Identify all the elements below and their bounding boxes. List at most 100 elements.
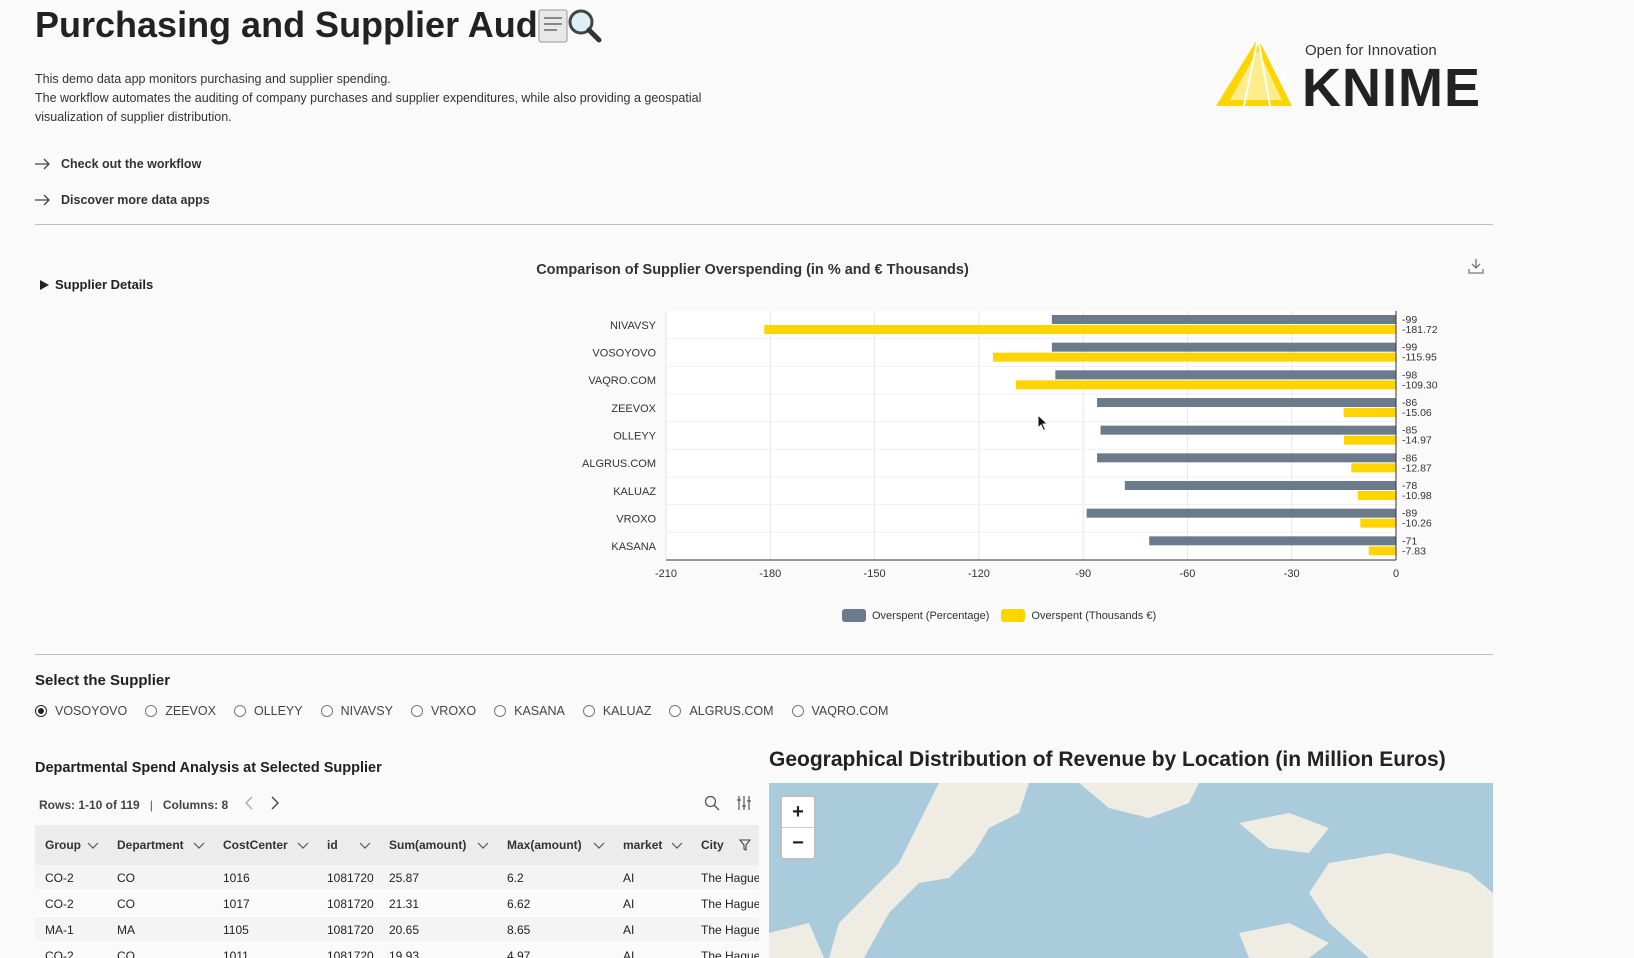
data-label: -99 (1402, 342, 1417, 354)
triangle-right-icon (40, 279, 49, 290)
knime-logo: Open for Innovation KNIME (1216, 37, 1481, 114)
table-cell: CO (117, 870, 135, 885)
chevron-down-icon[interactable] (87, 839, 99, 851)
revenue-map[interactable] (769, 783, 1493, 958)
column-header[interactable]: Sum(amount) (379, 838, 497, 852)
column-header[interactable]: City (691, 838, 759, 852)
workflow-link[interactable]: Check out the workflow (35, 157, 201, 171)
radio-circle (35, 705, 47, 717)
supplier-radio[interactable]: KASANA (494, 704, 565, 718)
bar-thousands (764, 325, 1396, 334)
y-tick-label: VROXO (616, 514, 656, 526)
radio-circle (145, 705, 158, 717)
data-label: -86 (1402, 397, 1417, 409)
x-tick-label: -90 (1075, 568, 1091, 580)
chevron-down-icon[interactable] (193, 839, 205, 851)
column-settings-icon[interactable] (736, 795, 752, 816)
column-header[interactable]: id (317, 838, 379, 852)
supplier-radio[interactable]: ZEEVOX (145, 704, 216, 718)
document-magnifier-icon (537, 6, 607, 49)
chevron-down-icon[interactable] (671, 839, 683, 851)
table-row[interactable]: CO-2 CO 1017 1081720 21.31 6.62 AI The Hague (35, 891, 759, 917)
table-cell: The Hague (701, 922, 759, 937)
zoom-in-button[interactable]: + (792, 800, 804, 823)
table-cell: AI (623, 896, 635, 911)
supplier-radio[interactable]: KALUAZ (582, 704, 651, 718)
y-tick-label: ALGRUS.COM (582, 458, 656, 470)
data-label: -10.26 (1402, 518, 1432, 530)
table-cell: CO (117, 896, 135, 911)
radio-label: ZEEVOX (165, 704, 216, 718)
radio-circle (410, 705, 423, 717)
legend-label-thousands: Overspent (Thousands €) (1031, 609, 1157, 622)
supplier-radio[interactable]: ALGRUS.COM (669, 704, 774, 718)
bar-thousands (1343, 408, 1396, 417)
supplier-radio[interactable]: NIVAVSY (320, 704, 393, 718)
x-tick-label: -150 (864, 568, 886, 580)
data-label: -78 (1402, 480, 1417, 492)
supplier-select-title: Select the Supplier (35, 672, 171, 689)
legend-item-percentage[interactable]: Overspent (Percentage) (842, 609, 989, 622)
spend-table: Group Department CostCenter id Sum(amount) Ma… (35, 825, 759, 958)
table-row[interactable]: CO-2 CO 1011 1081720 19.93 4.97 AI The Hague (35, 943, 759, 958)
chevron-down-icon[interactable] (297, 839, 309, 851)
y-tick-label: KASANA (611, 541, 656, 553)
table-cell: The Hague (701, 948, 759, 958)
zoom-out-button[interactable]: − (782, 827, 814, 858)
column-header-label: Group (45, 838, 81, 852)
y-tick-label: ZEEVOX (611, 403, 656, 415)
radio-circle (669, 705, 682, 717)
table-row[interactable]: MA-1 MA 1105 1081720 20.65 8.65 AI The Hague (35, 917, 759, 943)
bar-percentage (1055, 370, 1396, 380)
page-title: Purchasing and Supplier Audit (35, 4, 560, 45)
chart-legend: Overspent (Percentage) Overspent (Thousa… (842, 609, 1160, 622)
table-cell: 4.97 (507, 948, 531, 958)
column-header[interactable]: Max(amount) (497, 838, 613, 852)
legend-item-thousands[interactable]: Overspent (Thousands €) (1001, 609, 1156, 622)
radio-circle (233, 705, 246, 717)
table-body: CO-2 CO 1016 1081720 25.87 6.2 AI The Hague CO-2… (35, 865, 759, 958)
bar-percentage (1051, 315, 1396, 324)
table-cell: The Hague (701, 896, 759, 911)
data-label: -10.98 (1402, 490, 1432, 502)
table-cell: CO (117, 948, 135, 958)
chevron-down-icon[interactable] (477, 839, 489, 851)
column-header[interactable]: Group (35, 838, 107, 852)
data-label: -89 (1402, 508, 1417, 520)
filter-icon[interactable] (739, 839, 751, 851)
column-header-label: Max(amount) (507, 838, 582, 852)
table-header: Group Department CostCenter id Sum(amount) Ma… (35, 825, 759, 865)
column-header-label: CostCenter (223, 838, 288, 852)
column-header[interactable]: CostCenter (213, 838, 317, 852)
table-cell: AI (623, 922, 635, 937)
radio-circle (494, 705, 507, 717)
supplier-radio[interactable]: VOSOYOVO (35, 704, 127, 718)
chevron-down-icon[interactable] (359, 839, 371, 851)
prev-page-icon[interactable] (244, 796, 254, 813)
radio-label: KASANA (514, 704, 565, 718)
supplier-radio[interactable]: OLLEYY (233, 704, 303, 718)
bar-percentage (1097, 453, 1396, 463)
logo-wordmark: KNIME (1302, 58, 1481, 114)
table-row[interactable]: CO-2 CO 1016 1081720 25.87 6.2 AI The Hague (35, 865, 759, 891)
data-apps-link[interactable]: Discover more data apps (35, 193, 210, 207)
bar-thousands (1360, 518, 1396, 528)
download-icon[interactable] (1468, 258, 1484, 279)
chart-title: Comparison of Supplier Overspending (in … (536, 262, 969, 278)
supplier-details-toggle[interactable]: Supplier Details (40, 277, 153, 292)
search-icon[interactable] (704, 795, 720, 816)
radio-circle (791, 705, 804, 717)
column-header[interactable]: market (613, 838, 691, 852)
chevron-down-icon[interactable] (593, 839, 605, 851)
table-cell: 6.2 (507, 870, 524, 885)
data-label: -99 (1402, 314, 1417, 326)
column-header[interactable]: Department (107, 838, 213, 852)
next-page-icon[interactable] (270, 796, 280, 813)
supplier-radio[interactable]: VAQRO.COM (791, 704, 888, 718)
supplier-radio[interactable]: VROXO (410, 704, 476, 718)
column-header-label: Department (117, 838, 184, 852)
divider (35, 224, 1493, 225)
data-apps-link-label: Discover more data apps (61, 193, 210, 207)
table-cell: CO-2 (45, 948, 74, 958)
rows-info: Rows: 1-10 of 119 (39, 797, 140, 812)
